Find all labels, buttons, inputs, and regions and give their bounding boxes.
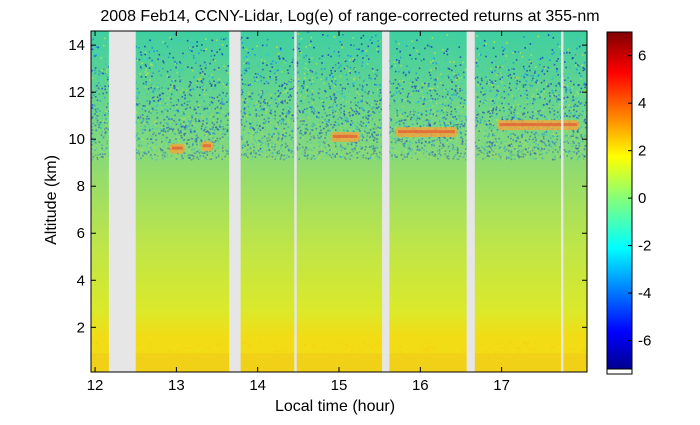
colorbar-tick-label: -2 xyxy=(638,238,651,255)
plot-area xyxy=(91,31,589,372)
x-axis-label: Local time (hour) xyxy=(275,398,395,415)
colorbar: 6 4 2 0 -2 -4 -6 xyxy=(607,32,651,374)
colorbar-tick-label: 2 xyxy=(638,143,646,160)
y-axis-label: Altitude (km) xyxy=(43,155,60,245)
colorbar-gradient xyxy=(607,32,632,369)
colorbar-tick-label: -4 xyxy=(638,285,651,302)
y-tick-label: 14 xyxy=(68,37,85,54)
colorbar-nan-swatch xyxy=(607,369,632,374)
data-gap xyxy=(467,31,475,372)
data-gap xyxy=(109,31,136,372)
chart-title: 2008 Feb14, CCNY-Lidar, Log(e) of range-… xyxy=(100,8,599,25)
backscatter-field xyxy=(91,31,587,372)
x-tick-label: 14 xyxy=(249,377,266,394)
cloud-core xyxy=(500,123,577,126)
y-tick-label: 2 xyxy=(77,319,85,336)
y-tick-label: 12 xyxy=(68,84,85,101)
data-gap xyxy=(561,31,563,372)
colorbar-tick-label: 6 xyxy=(638,48,646,65)
x-tick-label: 16 xyxy=(412,377,429,394)
colorbar-tick-label: 0 xyxy=(638,190,646,207)
y-tick-label: 6 xyxy=(77,225,85,242)
x-tick-label: 12 xyxy=(87,377,104,394)
cloud-core xyxy=(398,130,455,133)
data-gap xyxy=(229,31,240,372)
y-tick-label: 4 xyxy=(77,272,85,289)
x-tick-label: 17 xyxy=(493,377,510,394)
data-gap xyxy=(294,31,296,372)
x-tick-label: 13 xyxy=(168,377,185,394)
x-tick-label: 15 xyxy=(331,377,348,394)
y-tick-label: 8 xyxy=(77,178,85,195)
cloud-core xyxy=(203,144,211,147)
y-tick-label: 10 xyxy=(68,131,85,148)
colorbar-tick-label: -6 xyxy=(638,333,651,350)
colorbar-tick-label: 4 xyxy=(638,95,646,112)
data-gap xyxy=(382,31,389,372)
cloud-core xyxy=(172,147,183,150)
cloud-core xyxy=(333,135,357,138)
